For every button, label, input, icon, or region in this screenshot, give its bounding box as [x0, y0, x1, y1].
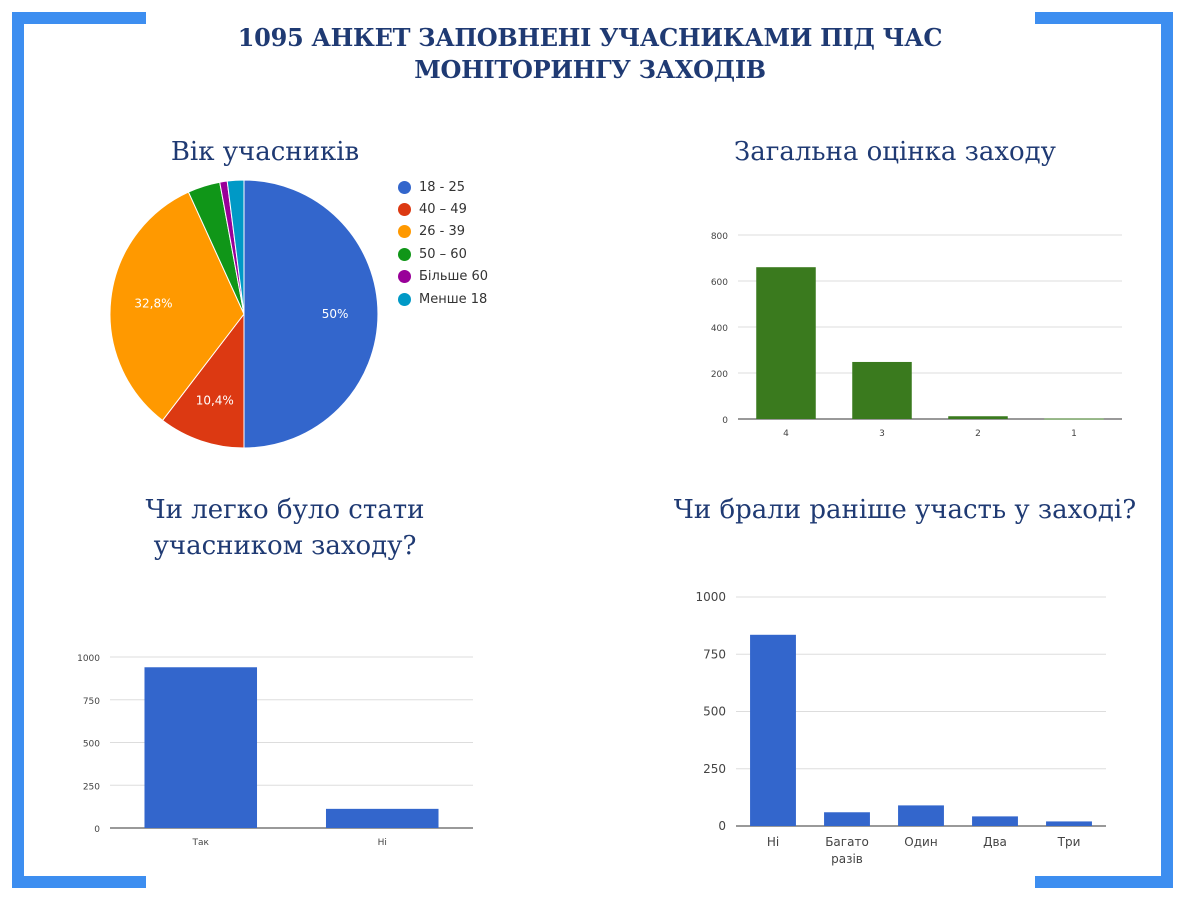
frame-top-right-h [1035, 12, 1173, 24]
before-chart-title: Чи брали раніше участь у заході? [673, 495, 1137, 525]
legend-label: Менше 18 [419, 291, 488, 307]
y-tick-label: 800 [711, 232, 728, 242]
x-tick-label: Ні [378, 838, 387, 848]
legend-item: 18 - 25 [398, 176, 488, 198]
x-tick-label: 3 [879, 429, 885, 439]
bar [325, 808, 439, 828]
y-tick-label: 250 [83, 782, 100, 792]
bar [898, 805, 944, 826]
x-tick-label: 2 [975, 429, 981, 439]
x-tick-label: разів [831, 852, 863, 866]
frame-top-right-v [1161, 12, 1173, 888]
pie-data-label: 10,4% [196, 393, 234, 407]
legend-label: 18 - 25 [419, 179, 466, 195]
legend-label: 50 – 60 [419, 246, 467, 262]
legend-label: 26 - 39 [419, 224, 466, 240]
age-pie-legend: 18 - 25 40 – 49 26 - 39 50 – 60 Більше 60 Мен… [398, 176, 488, 310]
frame-top-left-v [12, 12, 24, 888]
bar [756, 267, 816, 419]
y-tick-label: 400 [711, 324, 728, 334]
x-tick-label: Так [192, 838, 210, 848]
legend-swatch [398, 247, 411, 261]
x-tick-label: Багато [825, 835, 869, 849]
pie-slice [226, 179, 245, 315]
y-tick-label: 200 [711, 370, 728, 380]
frame-bottom-right-h [1035, 876, 1173, 888]
y-tick-label: 0 [718, 819, 726, 833]
pie-slice [109, 191, 245, 422]
pie-data-label: 50% [322, 307, 349, 321]
legend-label: 40 – 49 [419, 202, 467, 218]
bar [144, 667, 258, 828]
easy-chart-title-line2: учасником заходу? [153, 531, 417, 561]
legend-item: 40 – 49 [398, 198, 488, 220]
legend-swatch [398, 203, 411, 217]
pie-data-label: 32,8% [134, 297, 172, 311]
legend-item: Менше 18 [398, 288, 488, 310]
x-tick-label: 1 [1071, 429, 1077, 439]
x-tick-label: Два [983, 835, 1007, 849]
bar [750, 634, 796, 826]
y-tick-label: 1000 [695, 590, 726, 604]
bar [852, 361, 912, 419]
bar [824, 812, 870, 826]
pie-slice [161, 312, 245, 449]
y-tick-label: 1000 [77, 654, 100, 664]
y-tick-label: 0 [94, 825, 100, 835]
pie-slice [243, 179, 379, 449]
legend-swatch [398, 270, 411, 284]
x-tick-label: Один [904, 835, 937, 849]
page-title: 1095 АНКЕТ ЗАПОВНЕНІ УЧАСНИКАМИ ПІД ЧАС … [200, 22, 980, 86]
page-title-line2: МОНІТОРИНГУ ЗАХОДІВ [414, 55, 766, 84]
legend-swatch [398, 225, 411, 239]
easy-chart-title-line1: Чи легко було стати [145, 495, 425, 525]
bar [1044, 418, 1104, 420]
bar [948, 416, 1008, 419]
x-tick-label: 4 [783, 429, 789, 439]
age-chart-title: Вік учасників [170, 137, 360, 167]
easy-chart-title: Чи легко було стати учасником заходу? [120, 492, 450, 564]
page-title-line1: 1095 АНКЕТ ЗАПОВНЕНІ УЧАСНИКАМИ ПІД ЧАС [237, 23, 943, 52]
y-tick-label: 0 [722, 416, 728, 426]
x-tick-label: Три [1057, 835, 1081, 849]
legend-item: Більше 60 [398, 266, 488, 288]
legend-swatch [398, 180, 411, 194]
y-tick-label: 500 [703, 705, 726, 719]
y-tick-label: 750 [83, 697, 100, 707]
y-tick-label: 600 [711, 278, 728, 288]
frame-bottom-left-h [12, 876, 146, 888]
y-tick-label: 500 [83, 740, 100, 750]
bar [1046, 821, 1092, 826]
rating-chart-title: Загальна оцінка заходу [734, 137, 1056, 167]
x-tick-label: Ні [767, 835, 779, 849]
legend-swatch [398, 292, 411, 306]
bar [972, 816, 1018, 826]
legend-label: Більше 60 [419, 269, 489, 285]
legend-item: 50 – 60 [398, 243, 488, 265]
legend-item: 26 - 39 [398, 221, 488, 243]
y-tick-label: 750 [703, 647, 726, 661]
y-tick-label: 250 [703, 762, 726, 776]
frame-top-left-h [12, 12, 146, 24]
